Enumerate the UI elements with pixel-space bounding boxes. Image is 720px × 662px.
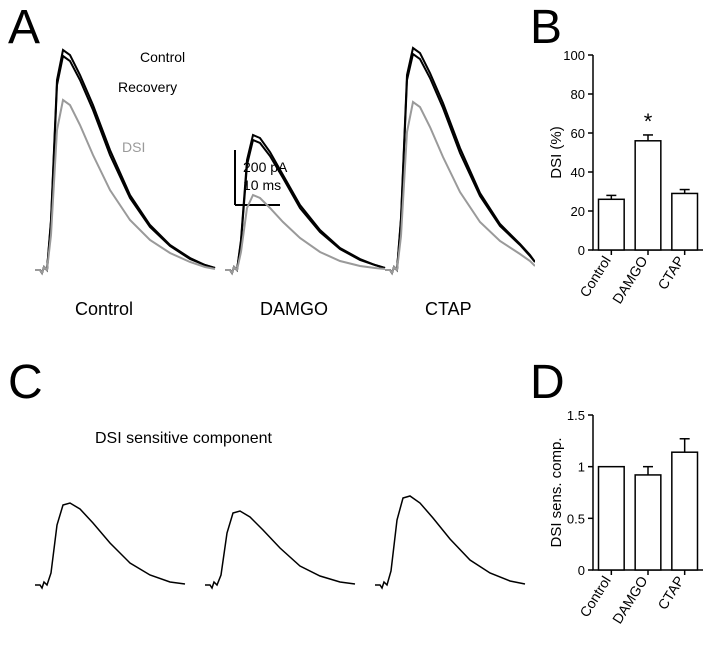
svg-text:20: 20	[571, 204, 585, 219]
svg-text:DSI (%): DSI (%)	[548, 126, 565, 179]
svg-text:Control: Control	[576, 573, 613, 620]
panel-d-chart: 0 0.5 1 1.5DSI sens. comp. ControlDAMGOCTAP	[545, 400, 720, 660]
svg-text:DAMGO: DAMGO	[609, 253, 651, 306]
panel-letter-c: C	[8, 355, 43, 410]
scalebar-horizontal: 10 ms	[243, 177, 281, 193]
svg-text:80: 80	[571, 87, 585, 102]
trace-label-dsi: DSI	[122, 139, 145, 155]
condition-label-damgo: DAMGO	[260, 299, 328, 319]
svg-text:1.5: 1.5	[567, 408, 585, 423]
panel-b-chart: 0 20 40 60 80 100 DSI (%) Control * DAMGOCTAP	[545, 40, 720, 340]
condition-label-ctap: CTAP	[425, 299, 472, 319]
panel-a-traces: Control Recovery DSI 200 pA 10 ms Contro…	[15, 30, 535, 360]
svg-text:0.5: 0.5	[567, 511, 585, 526]
svg-text:1: 1	[578, 460, 585, 475]
svg-text:CTAP: CTAP	[654, 573, 687, 612]
svg-text:DAMGO: DAMGO	[609, 573, 651, 626]
svg-text:*: *	[644, 109, 653, 134]
trace-label-recovery: Recovery	[118, 79, 177, 95]
svg-text:60: 60	[571, 126, 585, 141]
svg-text:40: 40	[571, 165, 585, 180]
trace-label-control: Control	[140, 49, 185, 65]
svg-text:CTAP: CTAP	[654, 253, 687, 292]
svg-text:Control: Control	[576, 253, 613, 300]
svg-text:0: 0	[578, 243, 585, 258]
panel-c-traces	[15, 425, 535, 605]
svg-text:DSI sens. comp.: DSI sens. comp.	[548, 437, 565, 547]
condition-label-control: Control	[75, 299, 133, 319]
svg-text:0: 0	[578, 563, 585, 578]
svg-text:100: 100	[563, 48, 585, 63]
